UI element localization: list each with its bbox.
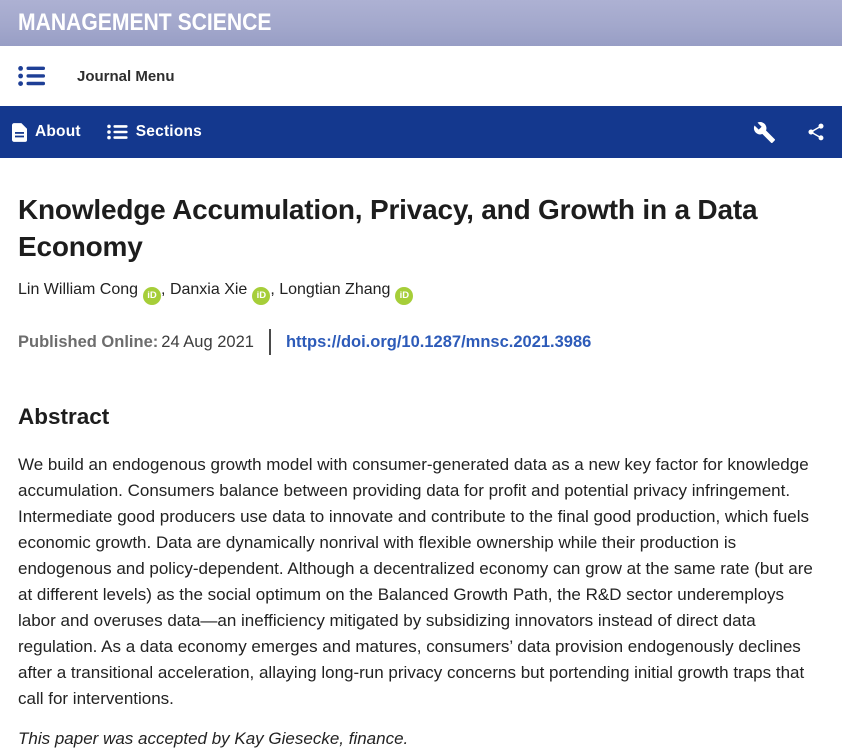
author-name[interactable]: Danxia Xie — [169, 281, 248, 298]
author-name[interactable]: Lin William Cong — [18, 281, 139, 298]
abstract-heading: Abstract — [18, 404, 110, 429]
navbar-right-tools — [753, 121, 826, 144]
acceptance-note: This paper was accepted by Kay Giesecke,… — [18, 729, 409, 748]
tools-button[interactable] — [753, 121, 776, 144]
orcid-icon[interactable]: iD — [395, 287, 414, 305]
journal-menu-button[interactable]: Journal Menu — [18, 65, 175, 87]
orcid-icon[interactable]: iD — [252, 287, 271, 305]
sections-label: Sections — [135, 123, 202, 140]
about-button[interactable]: About — [12, 122, 81, 142]
journal-menu-bar: Journal Menu — [0, 46, 842, 106]
wrench-icon — [753, 121, 776, 144]
published-online-label: Published Online: — [18, 332, 159, 351]
sections-button[interactable]: Sections — [106, 123, 202, 141]
author-list: Lin William Cong iD, Danxia Xie iD, Longti… — [18, 278, 824, 305]
orcid-icon[interactable]: iD — [143, 287, 162, 305]
author-separator: , — [161, 281, 170, 298]
article-navbar: About Sections — [0, 106, 842, 158]
document-icon — [12, 122, 27, 142]
article-content: Knowledge Accumulation, Privacy, and Gro… — [0, 191, 842, 749]
author-name[interactable]: Longtian Zhang — [279, 281, 391, 298]
about-label: About — [35, 123, 81, 140]
published-date: 24 Aug 2021 — [161, 332, 254, 351]
share-icon — [806, 122, 826, 142]
abstract-text: We build an endogenous growth model with… — [18, 455, 813, 708]
journal-banner-title: MANAGEMENT SCIENCE — [18, 9, 272, 36]
journal-banner: MANAGEMENT SCIENCE — [0, 0, 842, 46]
list-menu-icon — [18, 65, 45, 87]
list-sections-icon — [106, 124, 128, 140]
publication-info: Published Online: 24 Aug 2021 https://do… — [18, 329, 824, 355]
divider — [268, 329, 271, 355]
share-button[interactable] — [806, 122, 826, 142]
article-title: Knowledge Accumulation, Privacy, and Gro… — [18, 194, 758, 262]
doi-link[interactable]: https://doi.org/10.1287/mnsc.2021.3986 — [285, 332, 592, 351]
author-separator: , — [270, 281, 280, 298]
journal-menu-label: Journal Menu — [77, 67, 175, 85]
